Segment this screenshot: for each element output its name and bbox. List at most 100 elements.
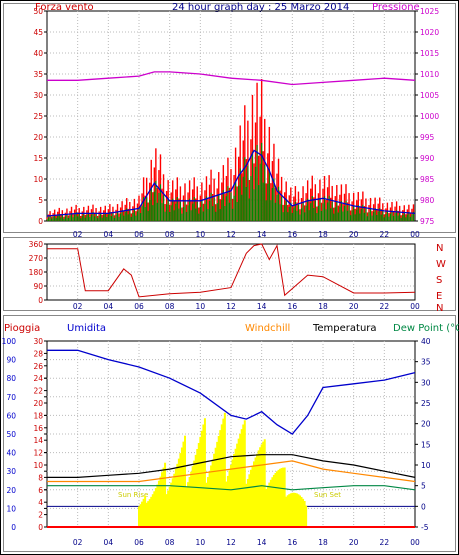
dewpoint-legend: Dew Point (°C (393, 323, 459, 334)
pressure-right-tick-4: 1005 (420, 91, 439, 100)
direction-left-tick-2: 180 (29, 268, 44, 277)
rain-left-tick-12: 6 (38, 486, 43, 495)
pressure-right-tick-10: 975 (420, 217, 435, 226)
dir-xtick-04: 04 (104, 302, 114, 311)
rain-left-tick-5: 20 (33, 399, 43, 408)
temp-right-tick-0: 40 (421, 337, 431, 346)
humidity-left-tick-3: 70 (6, 393, 16, 402)
direction-left-tick-0: 360 (29, 240, 44, 249)
dir-xtick-06: 06 (134, 302, 144, 311)
dir-letter-s: S (436, 275, 442, 286)
rain-left-tick-6: 18 (33, 411, 43, 420)
sunset-label: Sun Set (314, 491, 341, 499)
temp-right-tick-6: 10 (421, 461, 431, 470)
wind-left-tick-9: 5 (38, 196, 43, 205)
rain-left-tick-4: 22 (33, 387, 43, 396)
direction-line (47, 243, 416, 298)
dir-letter-n-bottom: N (436, 303, 443, 314)
dir-xtick-00: 00 (410, 302, 420, 311)
dir-letter-n-top: N (436, 243, 443, 254)
wx-xtick-00: 00 (410, 538, 420, 547)
humidity-left-tick-8: 20 (6, 486, 16, 495)
temperature-line (47, 454, 416, 478)
rain-left-tick-9: 12 (33, 449, 43, 458)
pressure-line (47, 71, 416, 86)
wind-left-tick-5: 25 (33, 112, 43, 121)
humidity-left-tick-0: 100 (2, 337, 17, 346)
dir-letter-e: E (436, 291, 442, 302)
pressure-right-tick-9: 980 (420, 196, 435, 205)
direction-left-tick-3: 90 (33, 282, 43, 291)
wind-xtick-18: 18 (318, 230, 328, 239)
dir-letter-w: W (436, 259, 446, 270)
temp-right-tick-8: 0 (421, 502, 426, 511)
wind-xtick-14: 14 (257, 230, 267, 239)
temp-right-tick-1: 35 (421, 358, 431, 367)
humidity-left-tick-7: 30 (6, 467, 16, 476)
rain-left-tick-11: 8 (38, 473, 43, 482)
rain-left-tick-13: 4 (38, 498, 43, 507)
rain-legend: Pioggia (4, 323, 40, 334)
wind-left-tick-2: 40 (33, 49, 43, 58)
weather-panel-frame (3, 315, 456, 552)
dir-xtick-16: 16 (288, 302, 298, 311)
temp-right-tick-3: 25 (421, 399, 431, 408)
wx-xtick-08: 08 (165, 538, 175, 547)
wx-xtick-20: 20 (349, 538, 359, 547)
temp-right-tick-4: 20 (421, 420, 431, 429)
rain-left-tick-7: 16 (33, 424, 43, 433)
temp-right-tick-2: 30 (421, 378, 431, 387)
wx-xtick-18: 18 (318, 538, 328, 547)
pressure-label: Pressione (372, 2, 420, 13)
dewpoint-line (47, 485, 416, 491)
wx-xtick-12: 12 (226, 538, 236, 547)
humidity-left-tick-2: 80 (6, 374, 16, 383)
temp-right-tick-9: -5 (421, 523, 429, 532)
wind-left-tick-8: 10 (33, 175, 43, 184)
wind-xtick-22: 22 (380, 230, 390, 239)
wind-xtick-04: 04 (104, 230, 114, 239)
wind-xtick-00: 00 (410, 230, 420, 239)
pressure-right-tick-7: 990 (420, 154, 435, 163)
wind-xtick-10: 10 (196, 230, 206, 239)
humidity-left-tick-10: 0 (11, 523, 16, 532)
temp-right-tick-5: 15 (421, 440, 431, 449)
dir-xtick-02: 02 (73, 302, 83, 311)
wind-left-tick-1: 45 (33, 28, 43, 37)
wx-xtick-22: 22 (380, 538, 390, 547)
pressure-right-tick-2: 1015 (420, 49, 439, 58)
dir-xtick-18: 18 (318, 302, 328, 311)
pressure-right-tick-0: 1025 (420, 7, 439, 16)
direction-left-tick-4: 0 (38, 296, 43, 305)
humidity-left-tick-4: 60 (6, 411, 16, 420)
series-layer (46, 71, 416, 528)
humidity-left-tick-6: 40 (6, 449, 16, 458)
wind-panel-frame (3, 3, 456, 233)
dir-xtick-10: 10 (196, 302, 206, 311)
dir-xtick-14: 14 (257, 302, 267, 311)
rain-left-tick-0: 30 (33, 337, 43, 346)
wind-xtick-02: 02 (73, 230, 83, 239)
dir-xtick-12: 12 (226, 302, 236, 311)
wind-speed-label: Forza vento (35, 2, 94, 13)
wind-average-line (46, 149, 416, 217)
wind-xtick-16: 16 (288, 230, 298, 239)
pressure-right-tick-3: 1010 (420, 70, 439, 79)
pressure-right-tick-1: 1020 (420, 28, 439, 37)
humidity-left-tick-5: 50 (6, 430, 16, 439)
rain-left-tick-14: 2 (38, 511, 43, 520)
windchill-legend: Windchill (245, 323, 290, 334)
sunrise-label: Sun Rise (118, 491, 148, 499)
wx-xtick-06: 06 (134, 538, 144, 547)
dir-xtick-22: 22 (380, 302, 390, 311)
wind-left-tick-6: 20 (33, 133, 43, 142)
wind-left-tick-0: 50 (33, 7, 43, 16)
wx-xtick-16: 16 (288, 538, 298, 547)
humidity-line (47, 349, 416, 435)
wx-xtick-04: 04 (104, 538, 114, 547)
wx-xtick-02: 02 (73, 538, 83, 547)
rain-left-tick-3: 24 (33, 374, 43, 383)
direction-panel-frame (3, 237, 456, 311)
wind-left-tick-7: 15 (33, 154, 43, 163)
